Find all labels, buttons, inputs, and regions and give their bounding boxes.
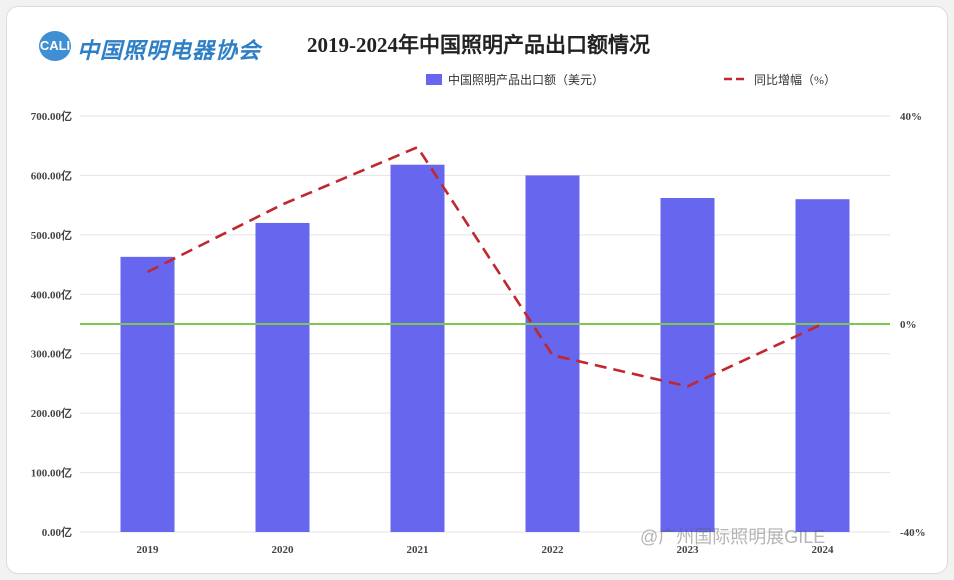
y-right-tick-label: 40% [900,111,922,123]
watermark: @广州国际照明展GILE [640,527,826,547]
x-tick-label: 2020 [272,544,295,556]
legend-swatch-bars [426,74,442,85]
logo-text: 中国照明电器协会 [77,38,262,63]
y-left-tick-label: 500.00亿 [31,228,72,242]
bar-2023 [660,198,715,533]
legend-label-line: 同比增幅（%） [754,72,836,87]
bar-2019 [120,256,175,532]
x-tick-label: 2019 [137,544,160,556]
y-left-tick-label: 400.00亿 [31,287,72,301]
y-right-tick-label: 0% [900,319,917,331]
bar-2021 [390,164,445,532]
y-left-tick-label: 600.00亿 [31,168,72,182]
y-left-tick-label: 0.00亿 [42,525,72,539]
y-right-tick-label: -40% [900,527,926,539]
x-tick-label: 2024 [812,544,835,556]
y-left-tick-label: 200.00亿 [31,406,72,420]
chart-title: 2019-2024年中国照明产品出口额情况 [307,33,650,57]
y-left-tick-label: 300.00亿 [31,347,72,361]
bar-2020 [255,222,310,532]
growth-line [146,145,824,388]
y-left-tick-label: 100.00亿 [31,466,72,480]
bar-2022 [525,175,580,532]
bar-2024 [795,199,850,532]
legend-label-bars: 中国照明产品出口额（美元） [448,72,604,87]
logo-mark: CALI [39,31,71,61]
y-left-tick-label: 700.00亿 [31,109,72,123]
x-tick-label: 2023 [677,544,700,556]
x-tick-label: 2022 [542,544,565,556]
association-logo: CALI 中国照明电器协会 [39,29,279,63]
x-tick-label: 2021 [407,544,429,556]
